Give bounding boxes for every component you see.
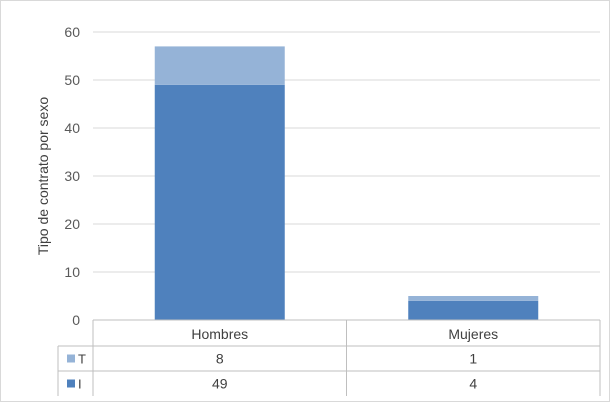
bar-segment [154,46,285,85]
x-category-label: Mujeres [448,326,498,342]
x-category-label: Hombres [191,326,248,342]
data-table-cell: 1 [469,351,477,367]
bar-segment [408,296,539,301]
y-axis-title: Tipo de contrato por sexo [35,97,51,255]
legend-key-swatch [67,354,75,363]
y-tick-label: 0 [72,312,80,328]
y-tick-label: 20 [64,216,80,232]
y-tick-label: 30 [64,168,80,184]
data-table: Hombres Mujeres T 8 1 I 49 4 [57,319,601,396]
data-table-cell: 4 [469,376,477,392]
y-tick-label: 40 [64,120,80,136]
data-table-cell: 8 [216,351,224,367]
legend-key-swatch [67,379,75,388]
bar-segment [408,300,539,320]
legend-key-label: I [78,377,82,392]
data-table-cell: 49 [212,376,228,392]
bar-segment [154,84,285,320]
y-tick-label: 60 [64,24,80,40]
y-tick-label: 50 [64,72,80,88]
legend-key-label: T [78,352,86,367]
bars [154,46,539,320]
y-tick-label: 10 [64,264,80,280]
y-axis-tick-labels: 0 10 20 30 40 50 60 [64,24,80,328]
